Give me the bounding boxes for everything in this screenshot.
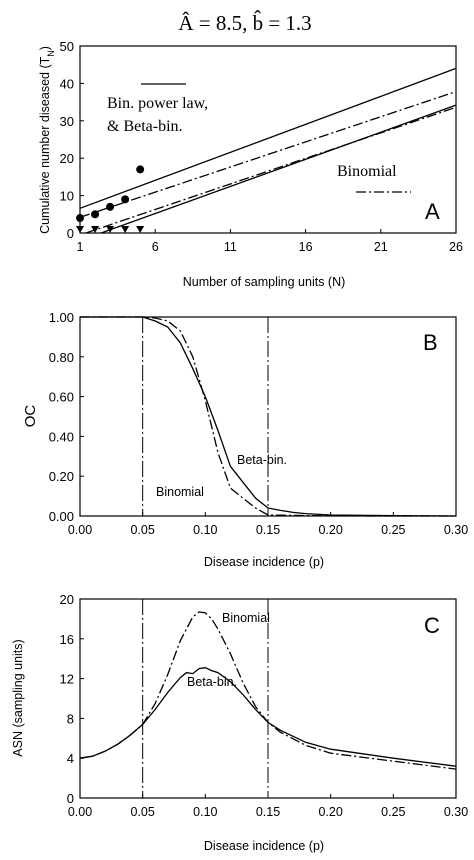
panel-a-point-triangle bbox=[91, 226, 100, 233]
panel-c-xtick-label: 0.10 bbox=[193, 805, 217, 819]
panel-a-ylabel-close: ) bbox=[38, 46, 52, 50]
panel-a-point-circle bbox=[136, 165, 145, 174]
panel-a-ylabel-main: Cumulative number diseased (T bbox=[38, 56, 52, 234]
panel-b-xtick-label: 0.30 bbox=[444, 523, 468, 537]
panel-b-ticks: 0.00 0.05 0.10 0.15 0.20 0.25 0.30 0.00 0.20 0.40… bbox=[49, 310, 469, 537]
panel-b-ylabel: OC bbox=[22, 405, 39, 428]
panel-c-xlabel: Disease incidence (p) bbox=[204, 839, 324, 853]
panel-a-point-circle bbox=[121, 195, 130, 204]
panel-b-xtick-label: 0.20 bbox=[318, 523, 342, 537]
panel-a-point-circle bbox=[106, 202, 115, 211]
panel-a-series-dashdot-1 bbox=[79, 90, 457, 218]
panel-b-xtick-label: 0.10 bbox=[193, 523, 217, 537]
panel-a-xtick-label: 6 bbox=[152, 240, 159, 254]
panel-c-ytick-label: 4 bbox=[67, 751, 74, 766]
panel-a-series-solid-0 bbox=[79, 67, 457, 209]
panel-a-ytick-label: 40 bbox=[60, 76, 74, 91]
panel-a-point-triangle bbox=[136, 226, 145, 233]
panel-a-xtick-label: 11 bbox=[224, 240, 237, 254]
panel-c-beta-bin-label: Beta-bin. bbox=[187, 675, 237, 689]
panel-a-xtick-label: 1 bbox=[77, 240, 84, 254]
panel-c-label: C bbox=[424, 613, 440, 638]
panel-b-ytick-label: 0.60 bbox=[49, 390, 74, 405]
figure-title: Â = 8.5, b̂ = 1.3 bbox=[178, 10, 311, 35]
panel-a-series-solid-3 bbox=[100, 104, 457, 234]
panel-a-ytick-label: 20 bbox=[60, 151, 74, 166]
legend-binomial-label: Binomial bbox=[337, 163, 397, 180]
panel-a-ytick-label: 10 bbox=[60, 189, 74, 204]
panel-c-ticks: 0.00 0.05 0.10 0.15 0.20 0.25 0.30 0 4 8 12 16 20 bbox=[60, 592, 469, 819]
panel-b-xlabel: Disease incidence (p) bbox=[204, 555, 324, 569]
panel-a-ytick-label: 30 bbox=[60, 114, 74, 129]
panel-c-series-dashdot-1 bbox=[79, 611, 457, 770]
panel-b-ytick-label: 0.80 bbox=[49, 350, 74, 365]
panel-b-xtick-label: 0.15 bbox=[256, 523, 280, 537]
panel-b-series-dashdot-1 bbox=[80, 316, 456, 517]
panel-b-ytick-label: 0.40 bbox=[49, 429, 74, 444]
panel-b-ytick-label: 1.00 bbox=[49, 310, 74, 325]
panel-c-ytick-label: 16 bbox=[60, 632, 74, 647]
panel-b-lines bbox=[80, 316, 457, 517]
panel-c-xtick-label: 0.00 bbox=[68, 805, 92, 819]
panel-a-point-triangle bbox=[121, 226, 130, 233]
panel-c-series-solid-0 bbox=[79, 667, 457, 767]
panel-a-ylabel-sub: N bbox=[46, 50, 56, 57]
panel-a-point-circle bbox=[91, 210, 100, 219]
panel-b-vlines bbox=[142, 317, 269, 516]
panel-c-ytick-label: 8 bbox=[67, 711, 74, 726]
panel-a-label: A bbox=[425, 199, 440, 224]
panel-c-ylabel: ASN (sampling units) bbox=[11, 639, 25, 756]
panel-a-lines bbox=[79, 67, 457, 234]
panel-c-xtick-label: 0.20 bbox=[318, 805, 342, 819]
panel-c-xtick-label: 0.25 bbox=[381, 805, 405, 819]
panel-a-point-circle bbox=[76, 214, 84, 223]
panel-a-ytick-label: 0 bbox=[67, 226, 74, 241]
panel-a-ytick-label: 50 bbox=[60, 39, 74, 54]
panel-a-point-triangle bbox=[106, 226, 115, 233]
panel-c-ytick-label: 20 bbox=[60, 592, 74, 607]
panel-c-ytick-label: 12 bbox=[60, 672, 74, 687]
panel-c-binomial-label: Binomial bbox=[222, 611, 270, 625]
panel-b: 0.00 0.05 0.10 0.15 0.20 0.25 0.30 0.00 0.20 0.40… bbox=[22, 310, 468, 569]
legend-bpl-label-2: & Beta-bin. bbox=[107, 118, 183, 135]
panel-a-point-triangle bbox=[76, 226, 84, 233]
panel-a-xlabel: Number of sampling units (N) bbox=[183, 275, 346, 289]
panel-a-ylabel: Cumulative number diseased (TN) bbox=[38, 46, 56, 234]
panel-a-points bbox=[76, 165, 145, 233]
panel-a-frame bbox=[79, 45, 457, 234]
panel-c-xtick-label: 0.05 bbox=[130, 805, 154, 819]
panel-b-label: B bbox=[423, 330, 438, 355]
panel-a-series-dashdot-2 bbox=[85, 106, 457, 234]
panel-b-series-solid-0 bbox=[80, 316, 457, 517]
panel-a-xtick-label: 21 bbox=[374, 240, 388, 254]
panel-b-xtick-label: 0.05 bbox=[130, 523, 154, 537]
panel-b-xtick-label: 0.00 bbox=[68, 523, 92, 537]
panel-b-xtick-label: 0.25 bbox=[381, 523, 405, 537]
panel-c-ytick-label: 0 bbox=[67, 791, 74, 806]
panel-a-xtick-label: 16 bbox=[299, 240, 313, 254]
panel-c-xtick-label: 0.30 bbox=[444, 805, 468, 819]
panel-a-xtick-label: 26 bbox=[449, 240, 463, 254]
panel-b-ytick-label: 0.20 bbox=[49, 469, 74, 484]
panel-b-ytick-label: 0.00 bbox=[49, 509, 74, 524]
panel-c-xtick-label: 0.15 bbox=[256, 805, 280, 819]
panel-b-binomial-label: Binomial bbox=[156, 485, 204, 499]
panel-b-beta-bin-label: Beta-bin. bbox=[237, 453, 287, 467]
panel-c-lines bbox=[79, 611, 457, 770]
legend-bpl-label-1: Bin. power law, bbox=[107, 95, 208, 112]
panel-c-vlines bbox=[142, 599, 269, 798]
